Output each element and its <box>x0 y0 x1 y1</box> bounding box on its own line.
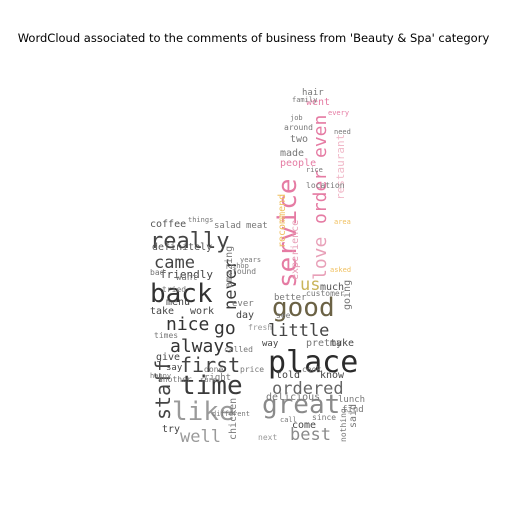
word-sure: sure <box>200 376 217 384</box>
word-ever: ever <box>232 299 254 309</box>
word-love: love <box>310 237 331 280</box>
word-take: take <box>150 306 174 317</box>
word-ordered: ordered <box>272 379 344 399</box>
word-made: made <box>280 148 304 159</box>
word-find: find <box>342 405 364 415</box>
word-come: come <box>292 420 316 431</box>
word-years: years <box>240 256 261 264</box>
word-fresh: fresh <box>248 323 272 332</box>
word-another: another <box>158 375 192 384</box>
word-call: call <box>280 416 297 424</box>
word-see: see <box>276 311 291 320</box>
word-people: people <box>280 158 316 169</box>
word-different: different <box>212 410 250 418</box>
word-salad: salad <box>214 221 241 231</box>
word-cook: cook <box>302 365 321 374</box>
word-even: even <box>310 115 331 158</box>
word-service: service <box>273 178 303 288</box>
word-since: since <box>312 413 336 422</box>
word-say: say <box>166 363 183 373</box>
word-went: went <box>306 97 330 108</box>
word-two: two <box>290 134 308 145</box>
word-go: go <box>214 318 236 339</box>
word-next: next <box>258 433 277 442</box>
word-try: try <box>162 424 180 435</box>
word-menu: menu <box>166 297 190 308</box>
word-nothing: nothing <box>339 408 348 442</box>
word-friendly: friendly <box>160 268 213 281</box>
word-back: back <box>150 279 213 309</box>
word-meat: meat <box>246 221 268 231</box>
word-every: every <box>328 109 349 117</box>
word-good: good <box>272 293 335 323</box>
word-shop: shop <box>232 262 249 270</box>
word-better: better <box>274 293 307 303</box>
word-definitely: definitely <box>152 242 212 253</box>
word-area: area <box>334 218 351 226</box>
word-customer: customer <box>306 289 345 298</box>
word-place: place <box>268 345 358 380</box>
word-pretty: pretty <box>306 338 342 349</box>
word-amazing: amazing <box>224 246 235 288</box>
word-much: much <box>320 282 344 293</box>
word-restaurant: restaurant <box>334 134 347 200</box>
word-tried: tried <box>162 285 186 294</box>
word-order: order <box>310 170 331 224</box>
word-delicious: delicious <box>266 392 320 403</box>
word-chicken: chicken <box>228 398 239 440</box>
word-going: going <box>342 280 353 310</box>
word-said: said <box>348 404 359 428</box>
word-us: us <box>300 275 320 295</box>
word-family: family <box>292 96 317 104</box>
word-work: work <box>190 306 214 317</box>
word-always: always <box>170 336 235 357</box>
word-experience: experience <box>290 220 301 280</box>
word-never: never <box>221 259 241 310</box>
word-well: well <box>180 427 221 447</box>
word-way: way <box>262 339 279 349</box>
word-lunch: lunch <box>338 395 365 405</box>
word-happy: happy <box>150 372 171 380</box>
word-found: found <box>232 267 256 276</box>
word-called: called <box>224 345 253 354</box>
word-right: right <box>204 373 231 383</box>
word-bad: bad <box>150 268 165 277</box>
word-need: need <box>334 128 351 136</box>
chart-title: WordCloud associated to the comments of … <box>17 31 490 45</box>
word-great: great <box>262 390 340 420</box>
word-times: times <box>154 331 178 340</box>
word-want: want <box>176 273 198 283</box>
word-told: told <box>276 370 300 381</box>
word-recommend: recommend <box>277 194 288 248</box>
word-like: like <box>172 397 235 427</box>
word-staff: staff <box>151 360 175 420</box>
word-day: day <box>236 310 254 321</box>
word-things: things <box>188 216 213 224</box>
word-best: best <box>290 425 331 445</box>
word-nice: nice <box>166 314 209 335</box>
word-asked: asked <box>330 266 351 274</box>
word-job: job <box>290 114 303 122</box>
word-hair: hair <box>302 88 324 98</box>
word-really: really <box>150 229 229 254</box>
word-little: little <box>268 321 329 341</box>
word-make: make <box>330 338 354 349</box>
word-give: give <box>156 352 180 363</box>
word-first: first <box>180 353 240 377</box>
word-rice: rice <box>306 166 323 174</box>
word-done: done <box>204 365 223 374</box>
word-coffee: coffee <box>150 219 186 230</box>
word-time: time <box>180 371 243 401</box>
word-location: location <box>306 181 345 190</box>
word-came: came <box>154 253 195 273</box>
word-know: know <box>320 370 345 381</box>
word-around: around <box>284 123 313 132</box>
word-price: price <box>240 365 264 374</box>
